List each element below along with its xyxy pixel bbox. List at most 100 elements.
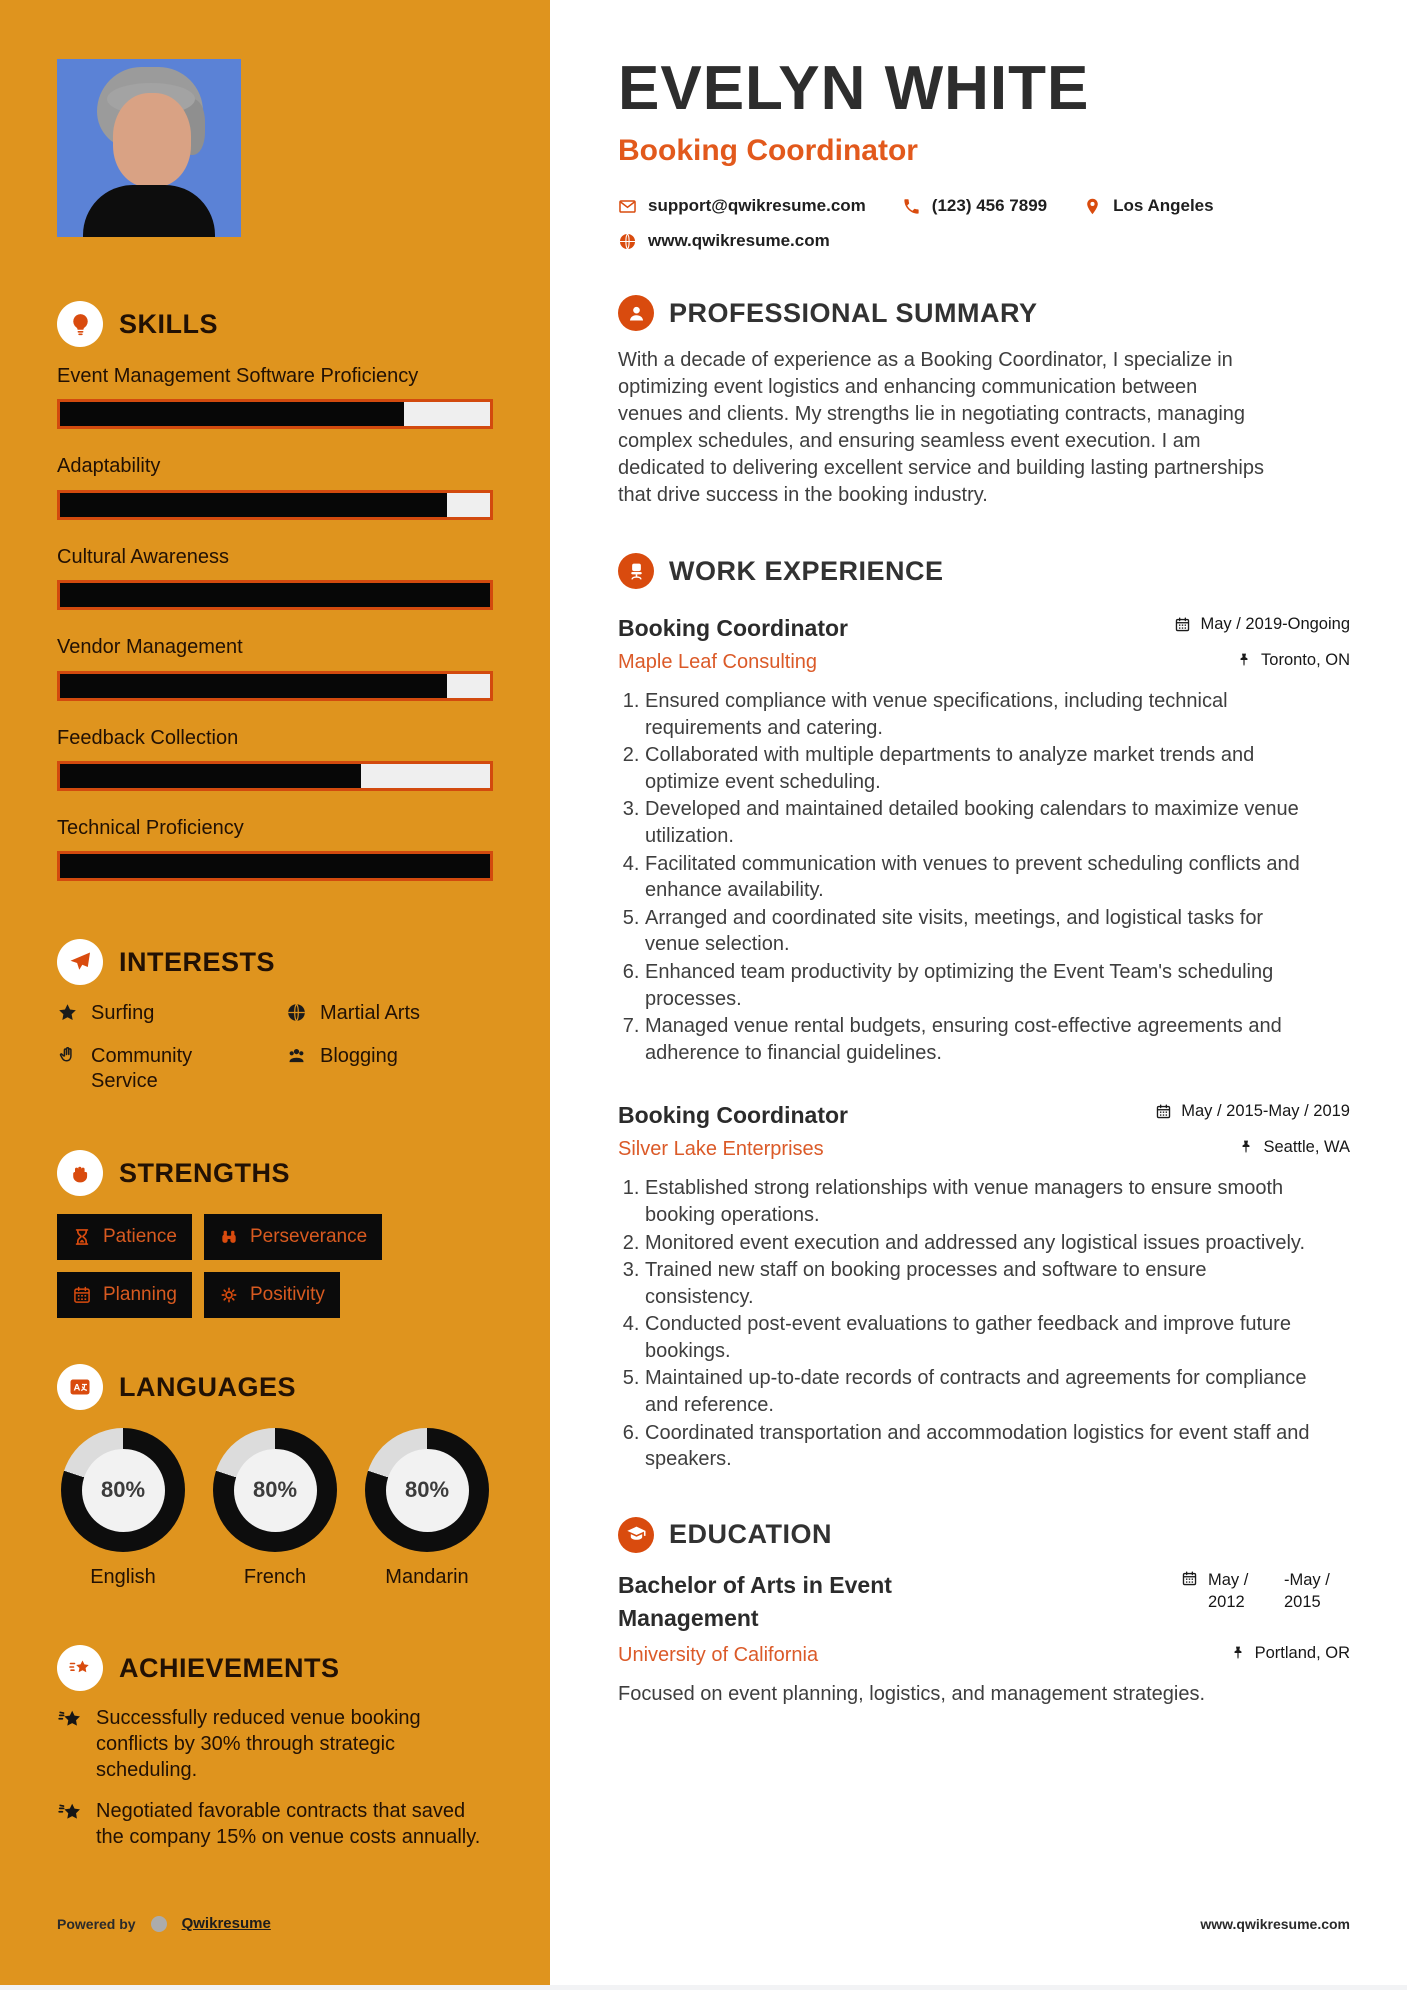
- interest-label: Blogging: [320, 1045, 398, 1068]
- education-date-end: -May / 2015: [1284, 1570, 1330, 1612]
- contact-website: www.qwikresume.com: [618, 231, 830, 251]
- skill-item: Cultural Awareness: [57, 544, 493, 611]
- q-logo-icon: [150, 1915, 167, 1932]
- job-bullet: Coordinated transportation and accommoda…: [645, 1420, 1318, 1473]
- interest-item: Community Service: [57, 1044, 272, 1094]
- job-dates: May / 2015-May / 2019: [1155, 1102, 1350, 1121]
- website-link[interactable]: www.qwikresume.com: [648, 231, 830, 250]
- job-company: Maple Leaf Consulting: [618, 651, 818, 673]
- summary-title: PROFESSIONAL SUMMARY: [669, 297, 1038, 328]
- job-bullet: Ensured compliance with venue specificat…: [645, 688, 1318, 741]
- job-bullet: Maintained up-to-date records of contrac…: [645, 1365, 1318, 1418]
- job-bullet: Conducted post-event evaluations to gath…: [645, 1311, 1318, 1364]
- contact-row: support@qwikresume.com (123) 456 7899 Lo…: [618, 196, 1350, 216]
- skill-bar-fill: [60, 402, 404, 427]
- hourglass-icon: [72, 1227, 92, 1247]
- interest-label: Martial Arts: [320, 1002, 421, 1025]
- experience-header: WORK EXPERIENCE: [618, 553, 1350, 589]
- language-card-icon: A: [57, 1364, 103, 1411]
- languages-section: A LANGUAGES 80% English 80% French: [57, 1364, 493, 1589]
- skills-list: Event Management Software Proficiency Ad…: [57, 363, 493, 882]
- achievement-text: Successfully reduced venue booking confl…: [96, 1707, 421, 1782]
- person-name: EVELYN WHITE: [618, 54, 1090, 123]
- office-chair-icon: [618, 553, 654, 589]
- skill-bar: [57, 399, 493, 430]
- achievement-text: Negotiated favorable contracts that save…: [96, 1800, 481, 1849]
- phone-icon: [902, 197, 921, 216]
- job-bullet: Facilitated communication with venues to…: [645, 851, 1318, 904]
- language-percent: 80%: [233, 1448, 317, 1532]
- job-bullet: Enhanced team productivity by optimizing…: [645, 959, 1318, 1012]
- skill-label: Technical Proficiency: [57, 816, 244, 839]
- sun-icon: [219, 1285, 239, 1305]
- globe-icon: [286, 1002, 307, 1023]
- education-location: Portland, OR: [1230, 1644, 1350, 1663]
- job-bullet: Trained new staff on booking processes a…: [645, 1257, 1318, 1310]
- language-label: Mandarin: [385, 1566, 469, 1589]
- job-location: Seattle, WA: [1238, 1138, 1350, 1157]
- education-date-start: May / 2012: [1208, 1570, 1249, 1612]
- star-icon: [57, 1002, 78, 1023]
- star-lines-icon: [57, 1800, 83, 1850]
- education-header: EDUCATION: [618, 1516, 1350, 1553]
- skill-label: Feedback Collection: [57, 726, 239, 749]
- photo-face: [113, 93, 191, 187]
- calendar-icon: [72, 1285, 92, 1305]
- skill-item: Feedback Collection: [57, 725, 493, 791]
- language-donut: 80%: [365, 1428, 489, 1553]
- achievement-item: Negotiated favorable contracts that save…: [57, 1798, 493, 1850]
- language-item: 80% English: [57, 1428, 189, 1589]
- interests-header: INTERESTS: [57, 939, 493, 986]
- interests-title: INTERESTS: [119, 946, 276, 977]
- skill-label: Adaptability: [57, 455, 161, 478]
- contact-email: support@qwikresume.com: [618, 196, 866, 216]
- strengths-section: STRENGTHS Patience Perseverance Planning: [57, 1150, 493, 1319]
- skill-bar: [57, 489, 493, 520]
- job-dates-text: May / 2019-Ongoing: [1200, 615, 1350, 633]
- language-item: 80% Mandarin: [361, 1428, 493, 1589]
- envelope-icon: [618, 197, 637, 216]
- skill-label: Vendor Management: [57, 636, 243, 659]
- skill-bar: [57, 670, 493, 701]
- achievements-section: ACHIEVEMENTS Successfully reduced venue …: [57, 1645, 493, 1865]
- email-link[interactable]: support@qwikresume.com: [648, 196, 866, 215]
- interest-item: Martial Arts: [286, 1001, 493, 1026]
- strength-label: Positivity: [249, 1284, 325, 1306]
- skills-title: SKILLS: [119, 308, 219, 339]
- globe-icon: [618, 232, 637, 251]
- strength-label: Patience: [103, 1226, 177, 1248]
- star-lines-icon: [57, 1707, 83, 1783]
- skills-header: SKILLS: [57, 301, 493, 347]
- skill-label: Event Management Software Proficiency: [57, 365, 419, 387]
- skill-item: Event Management Software Proficiency: [57, 363, 493, 430]
- education-section: EDUCATION Bachelor of Arts in Event Mana…: [618, 1516, 1350, 1708]
- education-title: EDUCATION: [669, 1519, 832, 1550]
- skill-bar-fill: [60, 854, 490, 879]
- job-bullet: Established strong relationships with ve…: [645, 1175, 1318, 1228]
- qwikresume-link[interactable]: Qwikresume: [181, 1915, 271, 1932]
- language-donut: 80%: [61, 1428, 185, 1553]
- skill-bar-fill: [60, 763, 361, 788]
- sidebar: SKILLS Event Management Software Profici…: [0, 0, 550, 1990]
- interest-item: Surfing: [57, 1001, 272, 1026]
- job-entry: Booking Coordinator May / 2015-May / 201…: [618, 1102, 1350, 1473]
- lightbulb-icon: [57, 301, 103, 347]
- strength-label: Perseverance: [249, 1226, 368, 1248]
- summary-header: PROFESSIONAL SUMMARY: [618, 295, 1350, 331]
- interest-label: Community Service: [91, 1045, 193, 1093]
- shooting-star-icon: [57, 1645, 103, 1692]
- pushpin-icon: [1236, 652, 1252, 668]
- strength-label: Planning: [103, 1284, 177, 1306]
- interests-list: Surfing Martial Arts Community Service B…: [57, 1001, 493, 1094]
- achievements-title: ACHIEVEMENTS: [119, 1652, 340, 1683]
- contact-row-2: www.qwikresume.com: [618, 231, 1350, 251]
- interest-item: Blogging: [286, 1044, 493, 1094]
- job-entry: Booking Coordinator May / 2019-Ongoing M…: [618, 615, 1350, 1066]
- calendar-icon: [1174, 616, 1191, 633]
- person-icon: [618, 295, 654, 331]
- fist-icon: [57, 1150, 103, 1197]
- job-bullets: Established strong relationships with ve…: [618, 1175, 1318, 1473]
- profile-photo: [57, 59, 241, 237]
- calendar-icon: [1181, 1570, 1198, 1587]
- experience-title: WORK EXPERIENCE: [669, 555, 944, 586]
